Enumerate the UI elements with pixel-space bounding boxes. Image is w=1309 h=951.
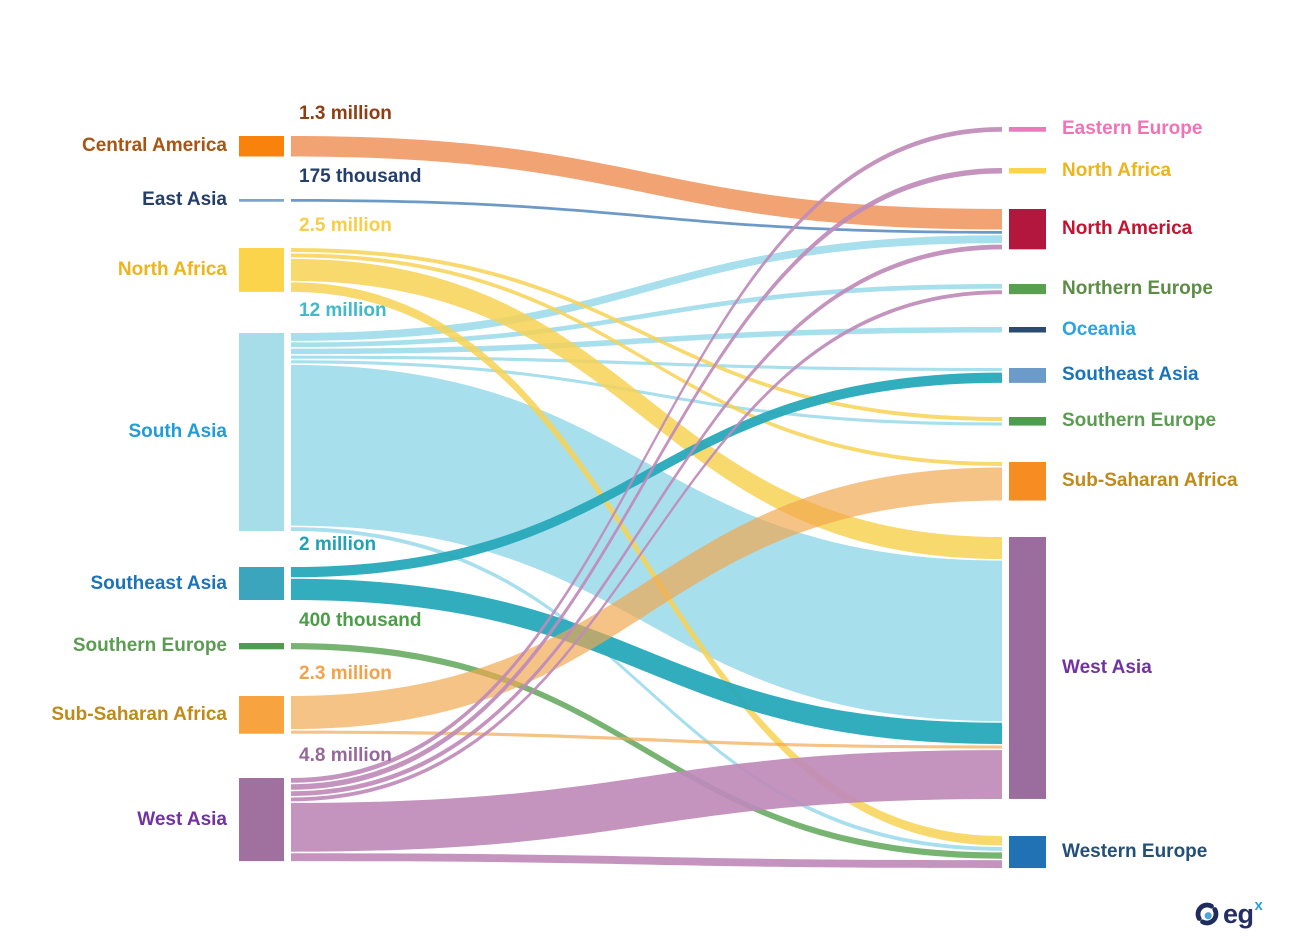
node-southern-europe-dest [1009,417,1046,426]
flow-south-asia-to-southeast-asia-dest [291,355,1002,372]
source-label-west-asia: West Asia [137,808,227,830]
flow-west-asia-to-north-america [291,244,1002,796]
flow-west-asia-to-north-africa-dest [291,168,1002,790]
flow-north-africa-to-southern-europe-dest [291,248,1002,421]
node-southeast-asia [239,567,284,600]
flow-west-asia-to-eastern-europe [291,127,1002,783]
flow-total-label-southern-europe: 400 thousand [299,610,422,631]
node-southeast-asia-dest [1009,368,1046,383]
target-label-eastern-europe: Eastern Europe [1062,118,1203,140]
flow-total-label-southeast-asia: 2 million [299,534,377,555]
node-west-asia-dest [1009,537,1046,799]
flow-north-africa-to-west-asia-dest [291,258,1002,560]
node-east-asia [239,199,284,202]
target-label-north-america: North America [1062,218,1193,240]
flow-south-asia-to-southern-europe-dest [291,360,1002,426]
node-sub-saharan-africa-dest [1009,462,1046,501]
brand-logo-sup: x [1254,896,1263,914]
node-southern-europe [239,643,284,650]
source-label-north-africa: North Africa [117,258,227,280]
source-label-central-america: Central America [81,135,227,157]
node-eastern-europe [1009,127,1046,132]
brand-logo-text: eg [1223,899,1254,929]
node-south-asia [239,333,284,531]
node-north-africa [239,248,284,292]
node-western-europe [1009,836,1046,869]
node-central-america [239,136,284,157]
flow-total-label-sub-saharan-africa: 2.3 million [299,663,392,684]
flow-west-asia-to-northern-europe [291,290,1002,802]
flow-south-asia-to-north-america [291,235,1002,341]
flow-southeast-asia-to-west-asia-dest [291,578,1002,744]
flow-total-label-south-asia: 12 million [299,300,387,321]
flow-total-label-west-asia: 4.8 million [299,745,392,766]
target-label-west-asia-dest: West Asia [1062,656,1152,678]
source-label-southeast-asia: Southeast Asia [90,572,227,594]
flow-central-america-to-north-america [291,136,1002,230]
brand-logo-icon [1195,902,1219,926]
flow-south-asia-to-west-asia-dest [291,364,1002,722]
flow-total-label-central-america: 1.3 million [299,103,392,124]
flow-south-asia-to-northern-europe [291,284,1002,348]
node-north-africa-dest [1009,168,1046,174]
flow-west-asia-to-west-asia-dest [291,750,1002,852]
brand-logo: eg x [1194,897,1263,931]
flow-southern-europe-to-western-europe [291,643,1002,859]
target-label-oceania: Oceania [1062,318,1136,340]
node-northern-europe [1009,284,1046,295]
target-label-sub-saharan-africa-dest: Sub-Saharan Africa [1062,470,1238,492]
target-label-southern-europe-dest: Southern Europe [1062,410,1217,432]
node-north-america [1009,209,1046,250]
target-label-western-europe: Western Europe [1062,841,1208,863]
source-label-sub-saharan-africa: Sub-Saharan Africa [51,703,227,725]
node-west-asia [239,778,284,862]
source-label-south-asia: South Asia [128,421,227,442]
flow-west-asia-to-western-europe [291,853,1002,869]
flow-north-africa-to-western-europe [291,282,1002,846]
flow-total-label-east-asia: 175 thousand [299,166,422,187]
flow-total-label-north-africa: 2.5 million [299,215,392,236]
flow-north-africa-to-sub-saharan-africa-dest [291,253,1002,466]
source-label-southern-europe: Southern Europe [72,635,227,657]
node-oceania [1009,327,1046,333]
target-label-north-africa-dest: North Africa [1062,159,1172,181]
source-label-east-asia: East Asia [142,189,227,211]
target-label-southeast-asia-dest: Southeast Asia [1062,364,1199,386]
flow-south-asia-to-western-europe [291,527,1002,851]
node-sub-saharan-africa [239,696,284,734]
flow-sub-saharan-africa-to-sub-saharan-africa-dest [291,467,1002,730]
flow-southeast-asia-to-southeast-asia-dest [291,372,1002,578]
flow-east-asia-to-north-america [291,199,1002,234]
target-label-northern-europe: Northern Europe [1062,278,1213,300]
